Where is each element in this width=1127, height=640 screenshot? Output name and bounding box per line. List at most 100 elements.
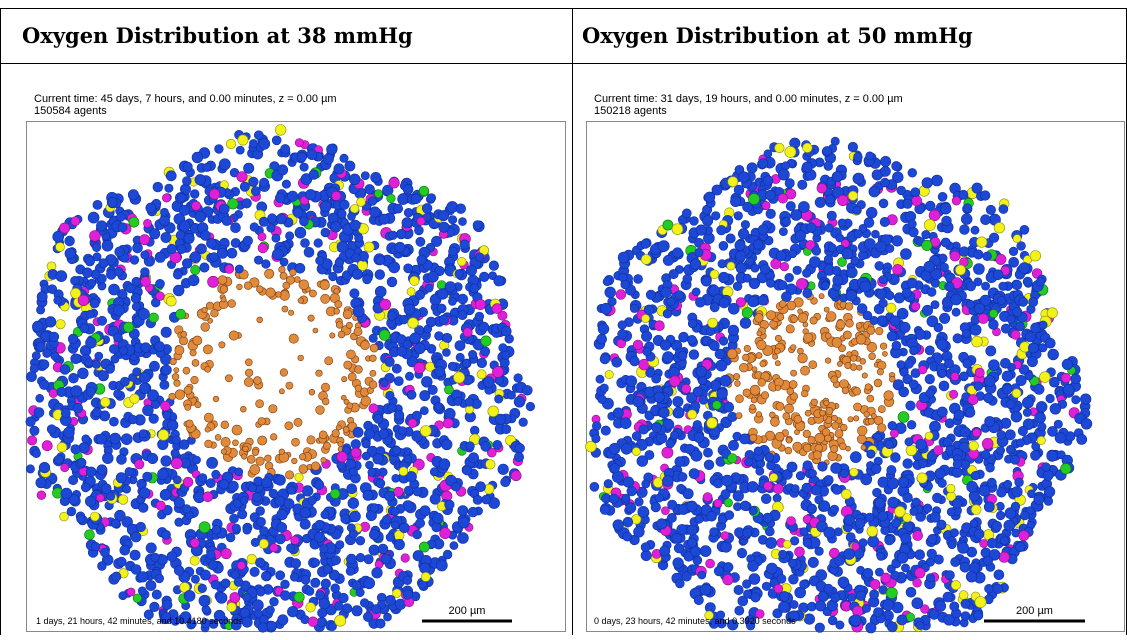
cell xyxy=(190,538,199,547)
cell xyxy=(71,445,80,454)
cell xyxy=(909,227,919,237)
cell xyxy=(282,306,288,312)
cell xyxy=(325,357,333,365)
cell xyxy=(604,479,613,488)
cell xyxy=(877,361,886,370)
cell xyxy=(791,210,802,221)
cell xyxy=(245,369,253,377)
cell xyxy=(740,318,751,329)
cell xyxy=(736,413,742,419)
cell xyxy=(355,234,363,242)
cell xyxy=(598,395,607,404)
cell xyxy=(96,221,106,231)
cell xyxy=(200,570,210,580)
cell xyxy=(102,240,113,251)
cell xyxy=(867,395,874,402)
cell xyxy=(469,453,479,463)
cell xyxy=(81,483,90,492)
cell xyxy=(972,429,980,437)
cell xyxy=(276,292,282,298)
cell xyxy=(190,350,196,356)
cell xyxy=(736,395,744,403)
cell xyxy=(334,308,340,314)
cell xyxy=(302,486,313,497)
cell xyxy=(403,340,412,349)
cell xyxy=(42,441,52,451)
cell xyxy=(623,517,633,527)
cell xyxy=(886,587,897,598)
cell xyxy=(925,432,933,440)
cell xyxy=(445,282,456,293)
cell xyxy=(959,591,968,600)
cell xyxy=(219,159,230,170)
cell xyxy=(798,313,808,323)
cell xyxy=(321,294,330,303)
cell xyxy=(265,269,274,278)
cell xyxy=(953,334,962,343)
cell xyxy=(908,220,916,228)
cell xyxy=(652,374,661,383)
cell xyxy=(235,265,243,273)
cell xyxy=(913,531,923,541)
cell xyxy=(651,502,661,512)
cell xyxy=(199,522,210,533)
cell xyxy=(695,515,703,523)
cell xyxy=(252,600,263,611)
cell xyxy=(117,557,126,566)
cell xyxy=(443,333,452,342)
cell xyxy=(735,240,745,250)
cell xyxy=(60,365,70,375)
cell xyxy=(161,456,172,467)
cell xyxy=(728,303,739,314)
cell xyxy=(410,333,421,344)
cell xyxy=(218,276,227,285)
cell xyxy=(141,251,149,259)
cell xyxy=(947,508,955,516)
cell xyxy=(278,615,288,625)
cell xyxy=(824,255,833,264)
cell xyxy=(88,279,96,287)
cell xyxy=(213,396,219,402)
cell xyxy=(435,367,445,377)
cell xyxy=(779,228,787,236)
cell xyxy=(825,358,831,364)
cell xyxy=(275,193,285,203)
cell xyxy=(169,393,176,400)
cell xyxy=(673,407,684,418)
cell xyxy=(1009,247,1018,256)
cell xyxy=(823,146,832,155)
cell xyxy=(698,571,706,579)
cell xyxy=(85,496,96,507)
cell xyxy=(389,262,400,273)
cell xyxy=(835,430,843,438)
cell xyxy=(808,469,816,477)
cell xyxy=(793,266,802,275)
cell xyxy=(885,441,893,449)
cell xyxy=(455,341,465,351)
cell xyxy=(922,240,932,250)
cell xyxy=(950,602,959,611)
cell xyxy=(863,604,871,612)
cell xyxy=(832,337,842,347)
cell xyxy=(39,380,49,390)
cell xyxy=(980,191,990,201)
cell xyxy=(838,195,849,206)
cell xyxy=(892,161,901,170)
cell xyxy=(448,297,456,305)
cell xyxy=(143,219,151,227)
cell xyxy=(966,281,976,291)
cell xyxy=(473,221,482,230)
cell xyxy=(901,533,911,543)
cell xyxy=(900,249,911,260)
cell xyxy=(748,296,759,307)
cell xyxy=(1077,434,1087,444)
cell xyxy=(626,376,637,387)
cell xyxy=(744,345,751,352)
cell xyxy=(950,529,958,537)
cell xyxy=(598,324,609,335)
cell xyxy=(763,513,772,522)
cell xyxy=(696,225,707,236)
cell xyxy=(940,263,949,272)
cell xyxy=(314,239,323,248)
